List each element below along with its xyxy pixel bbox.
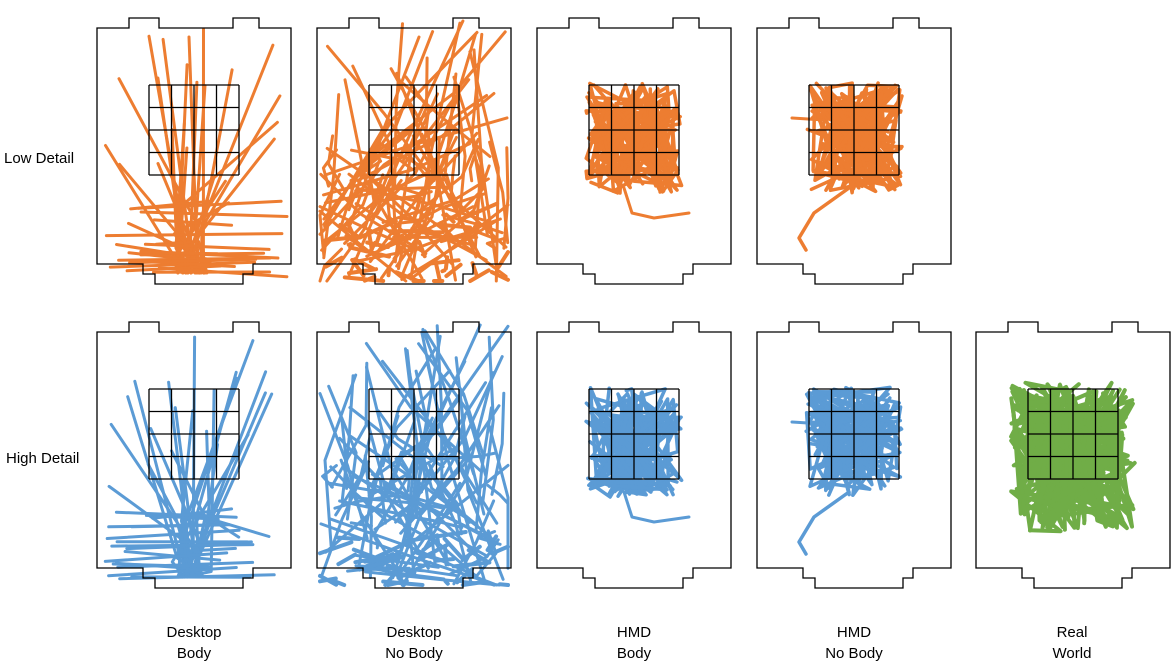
trajectory-path [792,118,824,120]
trajectory-path [442,270,444,271]
trajectory-path [389,267,390,275]
panel-desktop-nobody-row-1 [317,322,511,588]
panel-desktop-body-row-0 [97,18,291,284]
grid-4x4 [149,389,239,479]
trajectory-path [624,188,689,218]
trajectory-path [445,548,446,564]
trajectory-path [435,532,466,537]
trajectory-path [106,234,282,236]
trajectory-path [203,29,204,273]
trajectory-path [624,492,689,522]
trajectory-path [338,555,355,565]
trajectory-path [395,24,403,189]
trajectory-path [799,188,849,250]
trajectory-path [799,492,849,554]
trajectory-path [470,157,474,181]
trajectory-path [500,584,508,585]
panel-hmd-body-row-0 [537,18,731,284]
trajectory-path [499,252,509,267]
trajectory-path [112,545,253,547]
trajectory-path [145,244,269,249]
trajectory-path [436,263,440,282]
trajectory-path [349,244,351,245]
trajectory-path [369,234,372,249]
panel-hmd-nobody-row-0 [757,18,951,284]
panel-hmd-nobody-row-1 [757,322,951,588]
panel-desktop-nobody-row-0 [317,18,511,284]
panel-hmd-body-row-1 [537,322,731,588]
panel-real-world-row-1 [976,322,1170,588]
trajectory-path [345,277,383,281]
panel-desktop-body-row-1 [97,322,291,588]
trajectory-path [109,568,237,576]
trajectory-path [338,538,359,539]
trajectory-path [446,581,448,583]
trajectory-path [142,252,218,254]
trajectory-path [436,559,454,561]
trajectory-path [792,422,824,424]
trajectory-path [132,525,229,527]
